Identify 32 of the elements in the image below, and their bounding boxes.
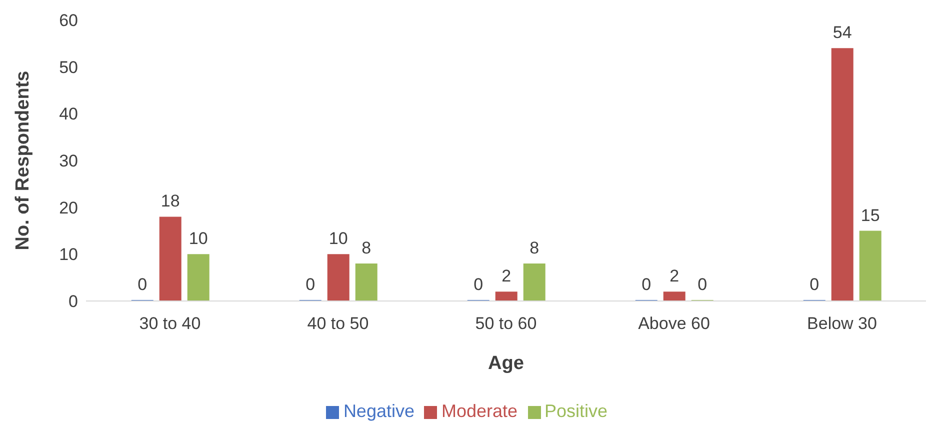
data-label: 0: [698, 275, 708, 294]
data-label: 0: [642, 275, 652, 294]
x-tick-label: Above 60: [638, 314, 710, 334]
x-tick-label: 50 to 60: [475, 314, 537, 334]
y-tick-label: 20: [59, 198, 78, 218]
data-label: 0: [810, 275, 820, 294]
data-label: 18: [160, 192, 180, 211]
data-label: 8: [362, 238, 372, 258]
data-label: 0: [138, 275, 148, 294]
x-tick-label: 30 to 40: [139, 314, 201, 334]
x-tick-label: Below 30: [807, 314, 877, 334]
data-label: 10: [328, 229, 348, 248]
data-label: 0: [474, 275, 484, 294]
data-label: 54: [832, 23, 852, 42]
legend-label: Positive: [544, 401, 608, 421]
data-label: 10: [188, 229, 208, 248]
y-tick-label: 40: [59, 104, 78, 124]
legend-label: Moderate: [441, 401, 518, 421]
x-axis-title: Age: [488, 353, 524, 374]
data-label: 15: [860, 206, 880, 225]
data-label: 2: [502, 266, 512, 286]
y-tick-label: 50: [59, 58, 78, 77]
legend-label: Negative: [343, 401, 414, 421]
data-label: 8: [530, 238, 540, 258]
y-tick-label: 30: [59, 152, 78, 171]
data-label: 0: [306, 275, 316, 294]
y-tick-label: 10: [59, 245, 78, 264]
data-label: 2: [670, 266, 680, 286]
y-tick-label: 60: [59, 11, 78, 30]
y-tick-label: 0: [68, 292, 78, 312]
y-axis-title: No. of Respondents: [12, 70, 34, 250]
x-tick-label: 40 to 50: [307, 314, 369, 334]
